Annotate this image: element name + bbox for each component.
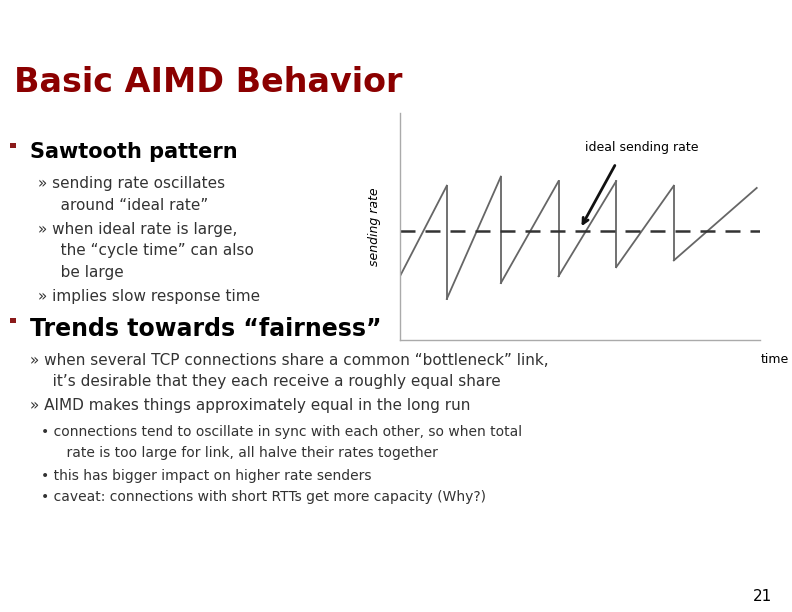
Text: » when ideal rate is large,: » when ideal rate is large, — [38, 222, 238, 237]
Text: around “ideal rate”: around “ideal rate” — [46, 198, 208, 212]
Text: » when several TCP connections share a common “bottleneck” link,: » when several TCP connections share a c… — [30, 353, 549, 368]
Bar — [10, 143, 16, 148]
Text: sending rate: sending rate — [368, 187, 381, 266]
Text: • connections tend to oscillate in sync with each other, so when total: • connections tend to oscillate in sync … — [41, 425, 522, 439]
Text: Basic AIMD Behavior: Basic AIMD Behavior — [14, 65, 402, 99]
Text: » implies slow response time: » implies slow response time — [38, 289, 260, 304]
Text: » AIMD makes things approximately equal in the long run: » AIMD makes things approximately equal … — [30, 398, 470, 412]
Text: Washington University in St. Louis: Washington University in St. Louis — [15, 18, 258, 32]
Text: the “cycle time” can also: the “cycle time” can also — [46, 243, 253, 258]
Text: ideal sending rate: ideal sending rate — [584, 141, 699, 154]
Bar — [10, 318, 16, 323]
Text: it’s desirable that they each receive a roughly equal share: it’s desirable that they each receive a … — [38, 375, 501, 389]
Text: Trends towards “fairness”: Trends towards “fairness” — [30, 318, 382, 341]
Text: Sawtooth pattern: Sawtooth pattern — [30, 142, 238, 162]
Text: 21: 21 — [753, 589, 772, 605]
Text: be large: be large — [46, 264, 124, 280]
Text: Engineering: Engineering — [608, 20, 712, 35]
Text: • this has bigger impact on higher rate senders: • this has bigger impact on higher rate … — [41, 469, 371, 483]
Text: time: time — [761, 353, 789, 366]
Text: • caveat: connections with short RTTs get more capacity (Why?): • caveat: connections with short RTTs ge… — [41, 490, 486, 504]
Text: » sending rate oscillates: » sending rate oscillates — [38, 176, 225, 191]
Text: rate is too large for link, all halve their rates together: rate is too large for link, all halve th… — [49, 446, 438, 460]
